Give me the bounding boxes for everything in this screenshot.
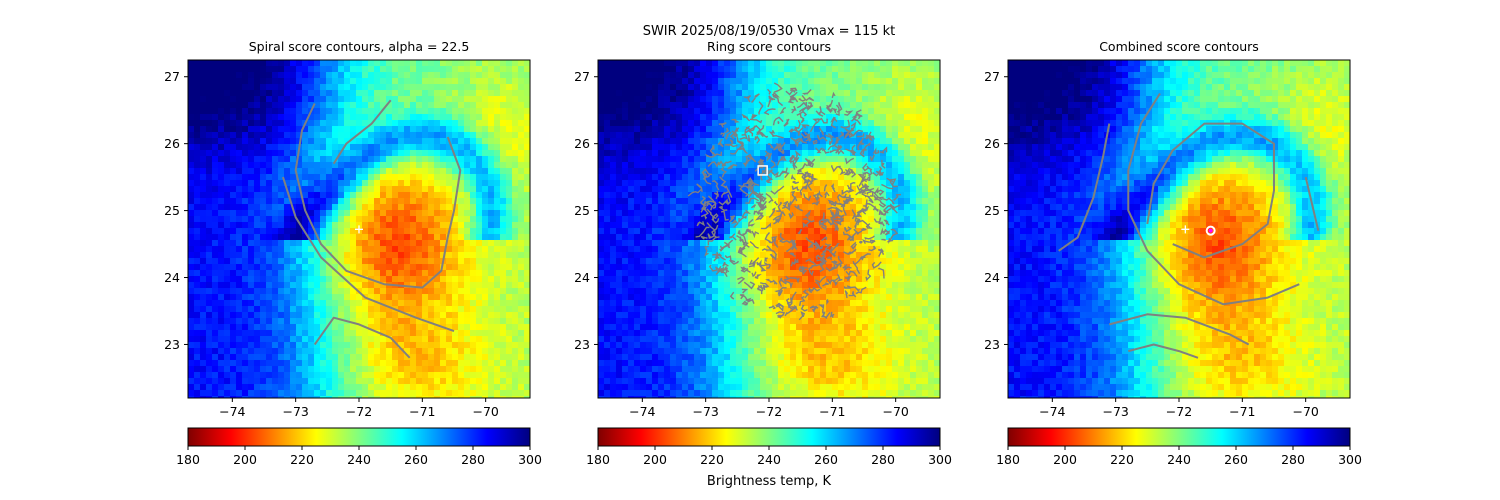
y-tick-label: 23: [164, 337, 180, 352]
score-contour: [1058, 123, 1111, 252]
x-tick-label: −72: [346, 404, 372, 419]
panel-ring: Ring score contours −74 −73 −72 −71 −70 23 24 2…: [574, 39, 952, 467]
score-contour: [1127, 92, 1300, 306]
x-tick-label: −71: [409, 404, 435, 419]
brightness-heatmap: [188, 60, 530, 398]
center-plus-marker: [355, 225, 363, 234]
x-tick-label: −74: [629, 404, 655, 419]
square-marker: [757, 165, 768, 176]
colorbar-tick-label: 180: [176, 452, 200, 467]
x-tick-label: −73: [282, 404, 308, 419]
x-tick-label: −74: [1039, 404, 1065, 419]
colorbar: [597, 427, 941, 447]
y-tick-label: 27: [984, 69, 1000, 84]
y-tick-label: 27: [164, 69, 180, 84]
y-tick-label: 26: [164, 136, 180, 151]
ring-marker: [1205, 225, 1216, 236]
colorbar-tick-label: 300: [928, 452, 952, 467]
score-contour: [1146, 122, 1275, 259]
colorbar-tick-label: 300: [1338, 452, 1362, 467]
colorbar-tick-label: 180: [586, 452, 610, 467]
colorbar-tick-label: 260: [814, 452, 838, 467]
colorbar-label: Brightness temp, K: [707, 474, 832, 489]
panel-title: Spiral score contours, alpha = 22.5: [249, 39, 470, 54]
score-contour: [282, 176, 455, 333]
panel-combined: Combined score contours −74 −73 −72 −71 −70 2…: [984, 39, 1362, 467]
colorbar-tick-label: 220: [700, 452, 724, 467]
ring-contours: [687, 82, 902, 321]
panel-title: Combined score contours: [1099, 39, 1259, 54]
score-contour: [313, 316, 411, 359]
y-tick-label: 25: [574, 203, 590, 218]
colorbar-tick-label: 220: [1110, 452, 1134, 467]
brightness-heatmap: [1008, 60, 1350, 398]
y-tick-label: 24: [164, 270, 180, 285]
colorbar: [1007, 427, 1351, 447]
colorbar-tick-label: 180: [996, 452, 1020, 467]
colorbar-tick-label: 260: [1224, 452, 1248, 467]
y-tick-label: 23: [984, 337, 1000, 352]
y-tick-label: 23: [574, 337, 590, 352]
y-tick-label: 26: [574, 136, 590, 151]
x-tick-label: −73: [692, 404, 718, 419]
center-dot-marker: [1208, 228, 1213, 233]
panel-title: Ring score contours: [707, 39, 831, 54]
x-tick-label: −74: [219, 404, 245, 419]
x-tick-label: −70: [472, 404, 498, 419]
score-contour: [1128, 343, 1199, 359]
colorbar-tick-label: 280: [1281, 452, 1305, 467]
y-tick-label: 24: [574, 270, 590, 285]
colorbar-tick-label: 280: [871, 452, 895, 467]
x-tick-label: −72: [1166, 404, 1192, 419]
center-plus-marker: [1181, 225, 1190, 234]
colorbar-tick-label: 260: [404, 452, 428, 467]
colorbar-tick-label: 200: [233, 452, 257, 467]
x-tick-label: −72: [756, 404, 782, 419]
x-tick-label: −73: [1102, 404, 1128, 419]
colorbar-tick-label: 280: [461, 452, 485, 467]
score-contour: [294, 103, 462, 289]
y-tick-label: 25: [984, 203, 1000, 218]
colorbar-tick-label: 300: [518, 452, 542, 467]
x-tick-label: −70: [1292, 404, 1318, 419]
score-contour: [1109, 313, 1250, 346]
y-tick-label: 24: [984, 270, 1000, 285]
colorbar-tick-label: 200: [1053, 452, 1077, 467]
score-contour: [332, 99, 392, 165]
y-tick-label: 25: [164, 203, 180, 218]
y-tick-label: 26: [984, 136, 1000, 151]
score-contour: [1304, 176, 1320, 231]
colorbar-tick-label: 240: [1167, 452, 1191, 467]
x-tick-label: −71: [1229, 404, 1255, 419]
suptitle: SWIR 2025/08/19/0530 Vmax = 115 kt: [643, 24, 896, 39]
colorbar-tick-label: 220: [290, 452, 314, 467]
x-tick-label: −70: [882, 404, 908, 419]
colorbar-tick-label: 240: [347, 452, 371, 467]
colorbar-tick-label: 240: [757, 452, 781, 467]
panel-spiral: Spiral score contours, alpha = 22.5 −74 −…: [164, 39, 542, 467]
colorbar: [187, 427, 531, 447]
x-tick-label: −71: [819, 404, 845, 419]
y-tick-label: 27: [574, 69, 590, 84]
colorbar-tick-label: 200: [643, 452, 667, 467]
